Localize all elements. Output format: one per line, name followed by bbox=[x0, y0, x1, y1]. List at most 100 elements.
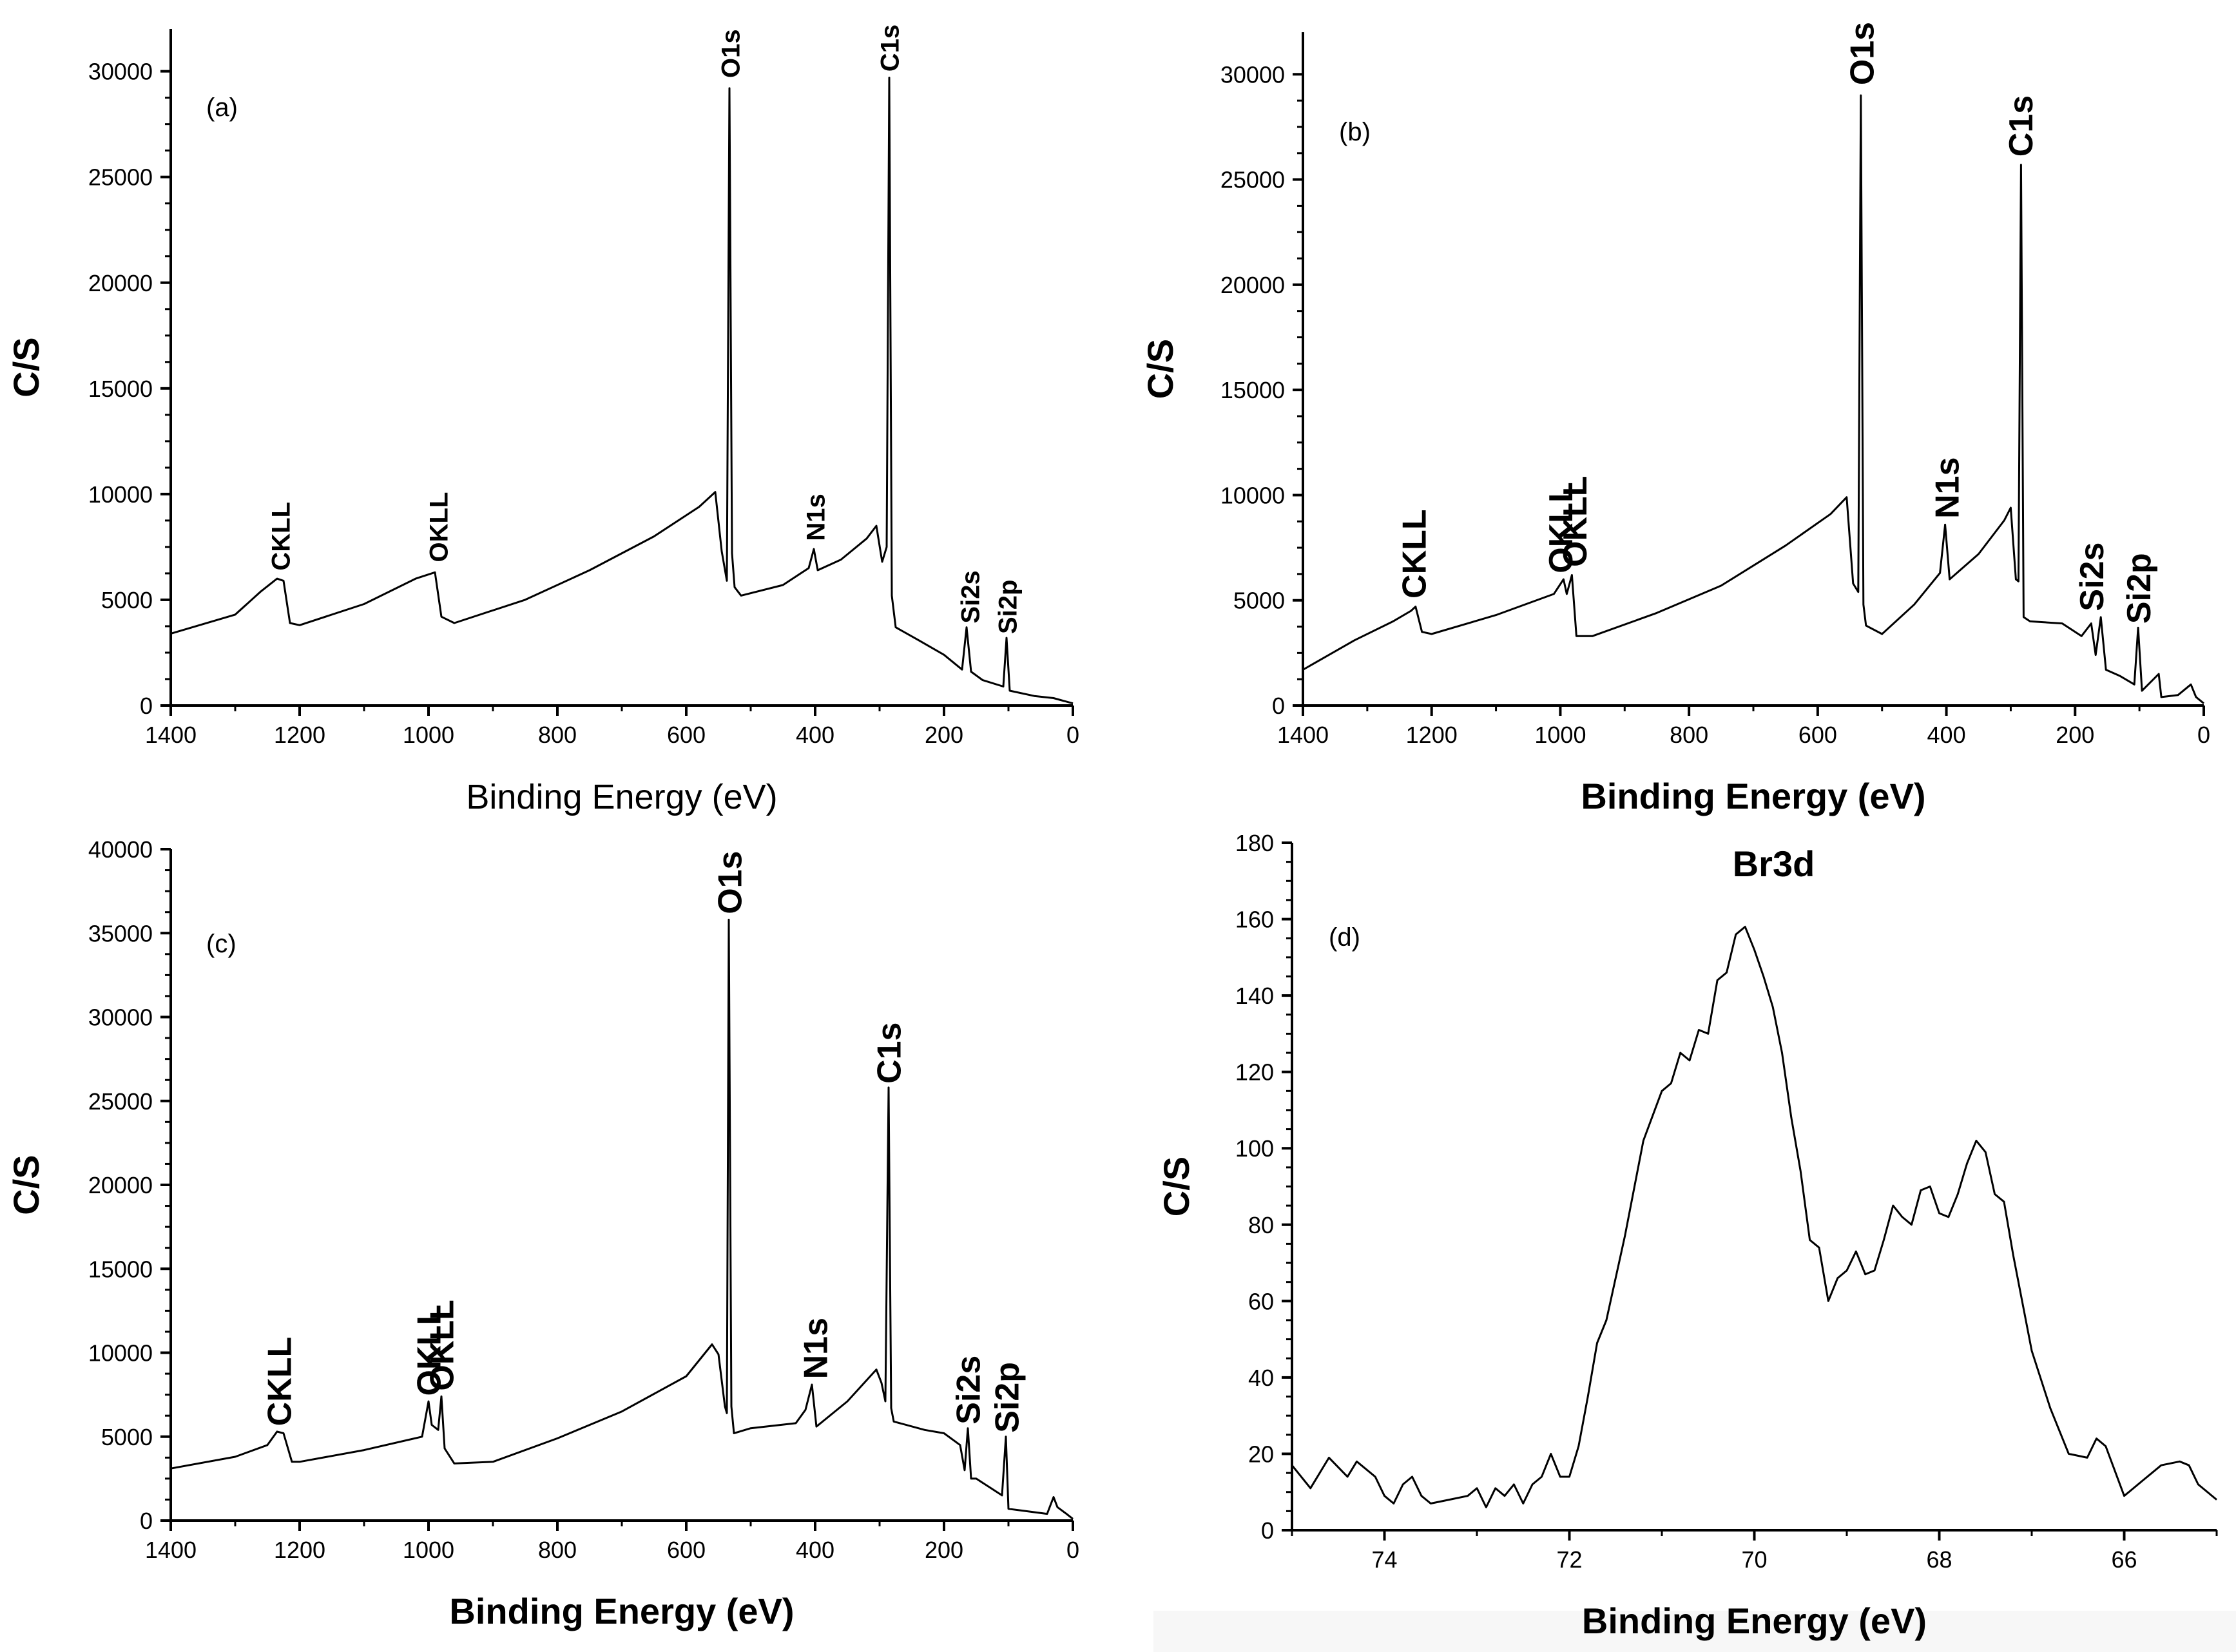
y-tick-label: 15000 bbox=[1220, 377, 1285, 403]
y-tick-label: 0 bbox=[1272, 693, 1285, 719]
y-tick-label: 30000 bbox=[88, 59, 153, 85]
peak-label: O1s bbox=[712, 851, 749, 914]
y-tick-label: 5000 bbox=[101, 1424, 153, 1450]
panel-label: (a) bbox=[206, 93, 238, 122]
x-tick-label: 72 bbox=[1556, 1546, 1582, 1573]
y-tick-label: 35000 bbox=[88, 920, 153, 946]
peak-label: N1s bbox=[798, 1318, 835, 1379]
peak-label: OKLL bbox=[411, 1305, 448, 1396]
y-tick-label: 0 bbox=[140, 1508, 153, 1534]
y-tick-label: 60 bbox=[1248, 1288, 1274, 1314]
y-tick-label: 15000 bbox=[88, 1256, 153, 1282]
x-axis-title: Binding Energy (eV) bbox=[1582, 1600, 1927, 1641]
y-tick-label: 30000 bbox=[88, 1004, 153, 1031]
peak-label: OKLL bbox=[1557, 475, 1594, 567]
x-tick-label: 68 bbox=[1926, 1546, 1952, 1573]
peak-label: CKLL bbox=[267, 502, 295, 571]
x-axis-title: Binding Energy (eV) bbox=[466, 778, 777, 816]
peak-label: C1s bbox=[876, 24, 904, 72]
x-tick-label: 600 bbox=[667, 1537, 706, 1563]
y-tick-label: 25000 bbox=[88, 1088, 153, 1115]
y-tick-label: 5000 bbox=[1233, 588, 1285, 614]
x-tick-label: 200 bbox=[925, 1537, 963, 1563]
y-tick-label: 25000 bbox=[1220, 167, 1285, 193]
peak-label: CKLL bbox=[1396, 509, 1433, 599]
spectrum-line bbox=[170, 918, 1074, 1520]
chart-title: Br3d bbox=[1733, 843, 1815, 884]
y-tick-label: 5000 bbox=[101, 587, 153, 613]
y-tick-label: 0 bbox=[1261, 1517, 1274, 1544]
x-tick-label: 1400 bbox=[145, 722, 197, 748]
y-tick-label: 180 bbox=[1235, 830, 1274, 856]
x-tick-label: 0 bbox=[1066, 722, 1079, 748]
y-tick-label: 20000 bbox=[88, 1172, 153, 1198]
y-tick-label: 100 bbox=[1235, 1135, 1274, 1162]
x-tick-label: 1200 bbox=[274, 722, 325, 748]
y-tick-label: 80 bbox=[1248, 1212, 1274, 1238]
y-tick-label: 10000 bbox=[88, 481, 153, 508]
peak-label: CKLL bbox=[262, 1337, 299, 1426]
x-axis-title: Binding Energy (eV) bbox=[449, 1591, 794, 1631]
panel-label: (c) bbox=[206, 930, 236, 958]
x-tick-label: 1000 bbox=[403, 722, 454, 748]
peak-label: O1s bbox=[717, 29, 745, 78]
spectrum-line bbox=[1302, 94, 2204, 704]
y-tick-label: 20000 bbox=[88, 270, 153, 296]
peak-label: O1s bbox=[1844, 22, 1881, 85]
y-tick-label: 20 bbox=[1248, 1441, 1274, 1467]
peak-label: N1s bbox=[1929, 457, 1966, 518]
panel-label: (d) bbox=[1329, 923, 1360, 952]
x-tick-label: 70 bbox=[1741, 1546, 1767, 1573]
peak-label: Si2s bbox=[2074, 543, 2111, 611]
y-tick-label: 0 bbox=[140, 693, 153, 719]
x-tick-label: 800 bbox=[538, 1537, 577, 1563]
x-tick-label: 1000 bbox=[1534, 722, 1586, 748]
y-tick-label: 120 bbox=[1235, 1059, 1274, 1086]
x-tick-label: 400 bbox=[796, 722, 834, 748]
peak-label: Si2s bbox=[950, 1356, 988, 1425]
x-tick-label: 200 bbox=[2056, 722, 2094, 748]
peak-label: OKLL bbox=[424, 1300, 461, 1391]
y-tick-label: 20000 bbox=[1220, 272, 1285, 298]
x-tick-label: 400 bbox=[1927, 722, 1966, 748]
x-tick-label: 600 bbox=[667, 722, 706, 748]
peak-label: OKLL bbox=[1543, 482, 1580, 573]
x-axis-title: Binding Energy (eV) bbox=[1581, 776, 1925, 816]
x-tick-label: 66 bbox=[2111, 1546, 2137, 1573]
y-axis-title: C/S bbox=[1140, 339, 1181, 399]
x-tick-label: 1000 bbox=[403, 1537, 454, 1563]
chart-panel-4: 0 20 40 60 80 100 120 140 160 180 74 72 70 68 66 Bindin… bbox=[1156, 830, 2218, 1641]
bottom-strip bbox=[1153, 1611, 2236, 1652]
y-axis-title: C/S bbox=[1156, 1157, 1197, 1216]
x-tick-label: 200 bbox=[925, 722, 963, 748]
y-axis-title: C/S bbox=[6, 1155, 46, 1215]
x-tick-label: 1400 bbox=[145, 1537, 197, 1563]
x-tick-label: 74 bbox=[1371, 1546, 1397, 1573]
peak-label: Si2p bbox=[989, 1362, 1026, 1433]
x-tick-label: 400 bbox=[796, 1537, 834, 1563]
y-axis-title: C/S bbox=[6, 337, 46, 397]
peak-label: Si2p bbox=[994, 580, 1022, 634]
x-tick-label: 600 bbox=[1798, 722, 1837, 748]
y-tick-label: 30000 bbox=[1220, 61, 1285, 88]
y-tick-label: 15000 bbox=[88, 376, 153, 402]
peak-label: OKLL bbox=[425, 492, 453, 562]
peak-label: C1s bbox=[2003, 95, 2040, 157]
peak-label: Si2s bbox=[956, 570, 985, 623]
y-tick-label: 40000 bbox=[88, 836, 153, 863]
x-tick-label: 1200 bbox=[1406, 722, 1458, 748]
panel-label: (b) bbox=[1339, 118, 1371, 146]
peak-label: Si2p bbox=[2121, 553, 2158, 624]
y-tick-label: 10000 bbox=[88, 1340, 153, 1367]
x-tick-label: 800 bbox=[538, 722, 577, 748]
y-tick-label: 40 bbox=[1248, 1365, 1274, 1391]
x-tick-label: 0 bbox=[2197, 722, 2210, 748]
x-tick-label: 1200 bbox=[274, 1537, 325, 1563]
y-tick-label: 140 bbox=[1235, 983, 1274, 1009]
chart-panel-3: 0 5000 10000 15000 20000 25000 30000 35000 40000… bbox=[6, 836, 1079, 1631]
peak-label: N1s bbox=[802, 494, 830, 541]
